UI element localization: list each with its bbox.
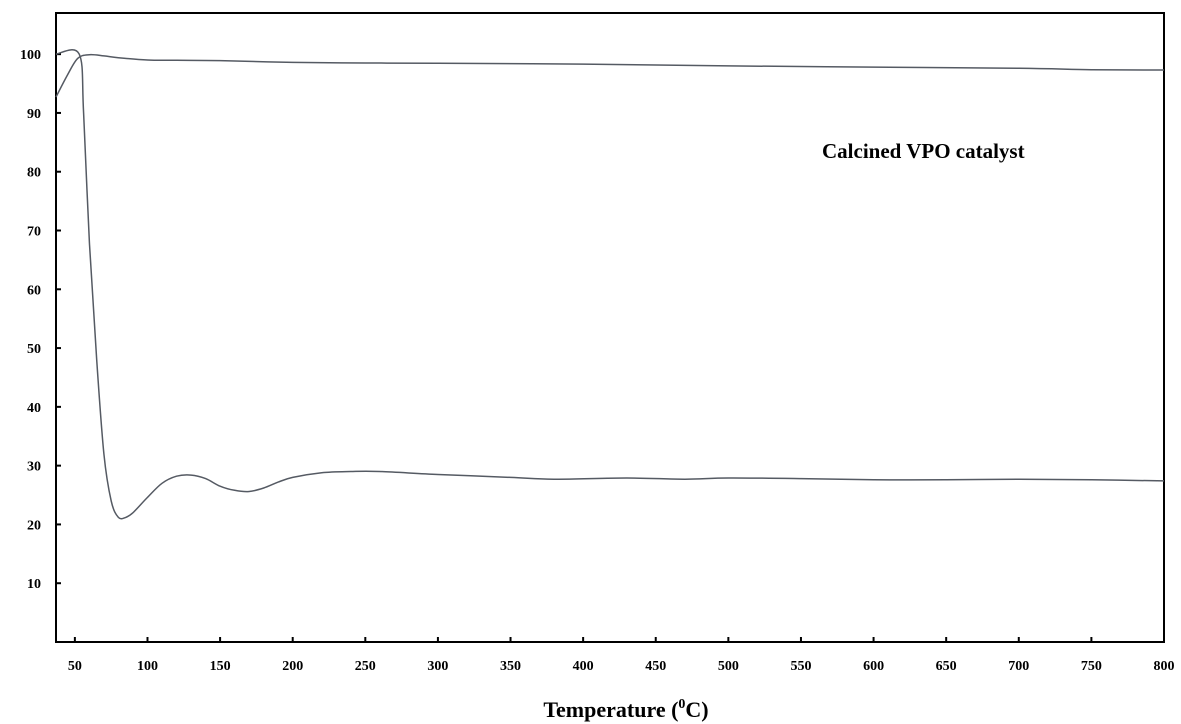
x-tick-label: 100 [137, 659, 158, 674]
x-tick-label: 150 [210, 659, 231, 674]
x-tick-label: 650 [936, 659, 957, 674]
series-line-1 [55, 53, 1165, 98]
x-tick-label: 500 [718, 659, 739, 674]
x-axis: 50 100 150 200 250 300 350 400 450 500 550 600 650 70… [68, 637, 1175, 674]
series-line-2 [55, 49, 1165, 520]
x-tick-label: 350 [500, 659, 521, 674]
series-group [55, 49, 1165, 520]
x-axis-title-suffix: C) [685, 697, 708, 722]
plot-frame [55, 12, 1165, 643]
x-tick-label: 450 [645, 659, 666, 674]
y-tick-label: 80 [27, 166, 41, 181]
y-tick-label: 30 [27, 460, 41, 475]
x-axis-title-main: Temperature ( [543, 697, 678, 722]
x-tick-label: 400 [573, 659, 594, 674]
x-tick-label: 750 [1081, 659, 1102, 674]
x-tick-label: 300 [427, 659, 448, 674]
x-tick-label: 600 [863, 659, 884, 674]
y-axis: 10 20 30 40 50 60 70 80 90 100 [20, 48, 61, 592]
x-tick-label: 250 [355, 659, 376, 674]
x-tick-label: 550 [790, 659, 811, 674]
y-tick-label: 50 [27, 342, 41, 357]
x-tick-label: 50 [68, 659, 82, 674]
x-tick-label: 700 [1008, 659, 1029, 674]
chart-annotation: Calcined VPO catalyst [822, 139, 1025, 163]
y-tick-label: 20 [27, 518, 41, 533]
y-tick-label: 100 [20, 48, 41, 63]
y-tick-label: 10 [27, 577, 41, 592]
y-tick-label: 70 [27, 225, 41, 240]
y-tick-label: 40 [27, 401, 41, 416]
x-tick-label: 800 [1154, 659, 1175, 674]
x-axis-title-superscript: 0 [678, 697, 685, 712]
y-tick-label: 60 [27, 283, 41, 298]
x-tick-label: 200 [282, 659, 303, 674]
x-axis-title: Temperature (0C) [543, 697, 708, 722]
y-tick-label: 90 [27, 107, 41, 122]
